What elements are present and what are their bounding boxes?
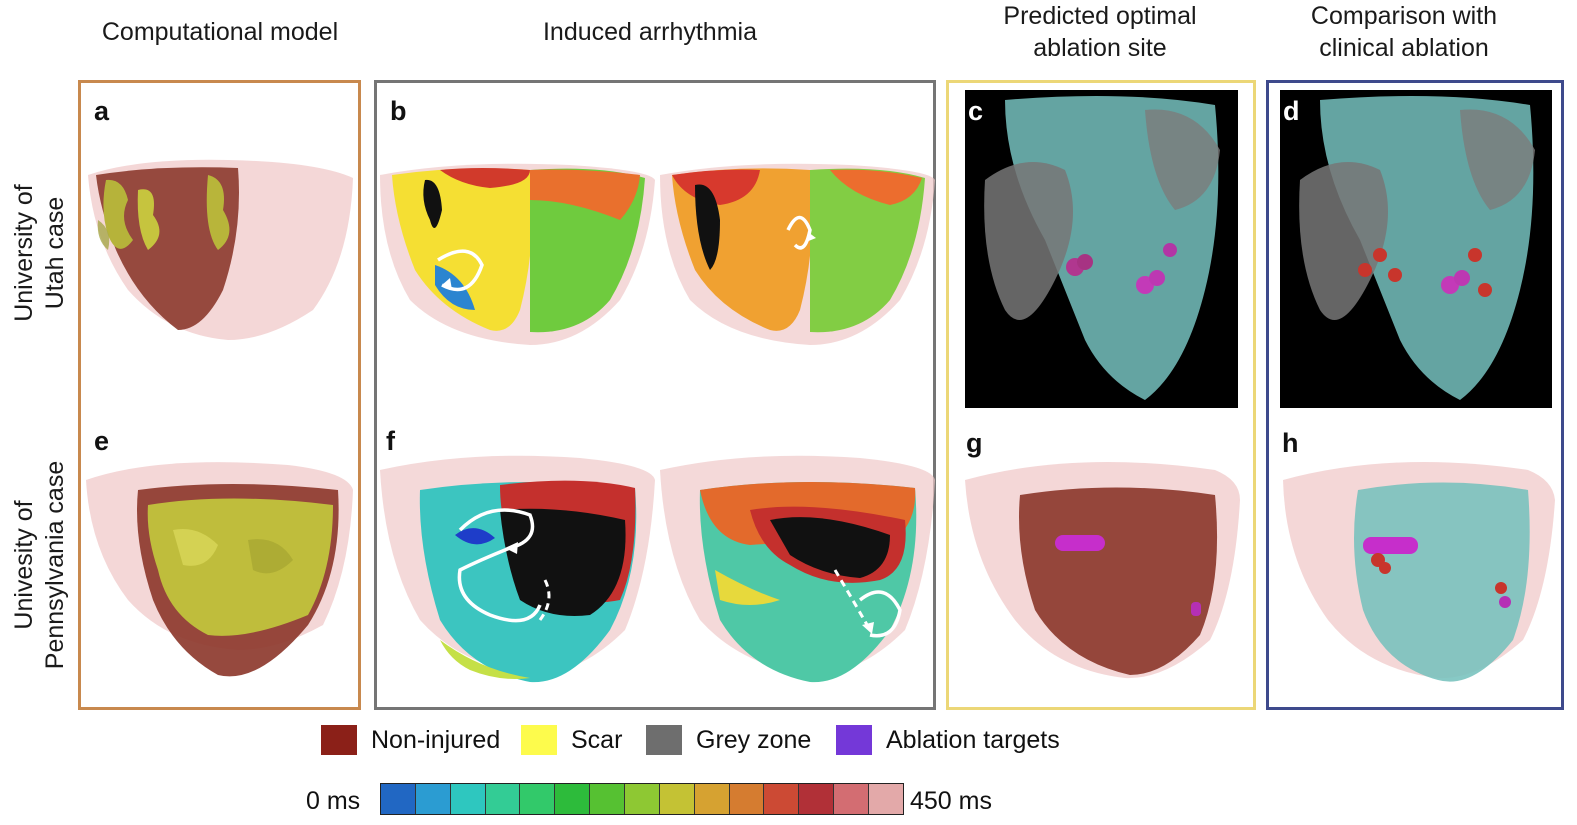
legend-swatch-grey-zone: [646, 725, 682, 755]
colorbar-segment: [799, 784, 835, 814]
activation-map-penn-2: [660, 455, 935, 683]
colorbar-segment: [764, 784, 800, 814]
column-title-induced-arrhythmia: Induced arrhythmia: [542, 18, 757, 46]
heart-model-utah: [88, 159, 353, 340]
colorbar-segment: [869, 784, 903, 814]
column-title-comparison: Comparison with clinical ablation: [1310, 2, 1498, 62]
colorbar: [380, 783, 904, 815]
legend-swatch-scar: [521, 725, 557, 755]
activation-map-utah-1: [380, 163, 655, 345]
legend-item-non-injured: Non-injured: [321, 725, 500, 755]
colorbar-segment: [415, 784, 451, 814]
activation-map-penn-1: [380, 455, 655, 683]
legend-label-scar: Scar: [571, 725, 623, 754]
column-title-computational-model: Computational model: [101, 18, 339, 46]
colorbar-segment: [485, 784, 521, 814]
panel-letter-h: h: [1282, 428, 1299, 458]
frame-induced-arrhythmia: [374, 80, 936, 710]
colorbar-segment: [729, 784, 765, 814]
row-label-utah: University of Utah case: [10, 184, 69, 322]
frame-computational-model: [78, 80, 361, 710]
clinical-comparison-utah: [1299, 96, 1535, 400]
predicted-site-penn: [965, 462, 1240, 679]
legend-swatch-ablation-targets: [836, 725, 872, 755]
frame-comparison: [1266, 80, 1564, 710]
colorbar-segment: [659, 784, 695, 814]
colorbar-segment: [590, 784, 626, 814]
colorbar-segment: [834, 784, 870, 814]
frame-predicted-site: [946, 80, 1256, 710]
legend-label-ablation-targets: Ablation targets: [886, 725, 1060, 754]
panel-letter-d: d: [1283, 96, 1300, 126]
heart-model-penn: [86, 462, 353, 677]
panel-letter-a: a: [94, 96, 110, 126]
colorbar-segment: [555, 784, 591, 814]
column-title-predicted-site: Predicted optimal ablation site: [1003, 2, 1197, 62]
clinical-comparison-penn: [1283, 462, 1555, 682]
panel-letter-g: g: [966, 428, 983, 458]
panel-letter-b: b: [390, 96, 407, 126]
colorbar-segment: [381, 784, 416, 814]
legend-label-grey-zone: Grey zone: [696, 725, 812, 754]
colorbar-segment: [450, 784, 486, 814]
panel-letter-c: c: [968, 96, 984, 126]
colorbar-segment: [694, 784, 730, 814]
legend-item-scar: Scar: [521, 725, 622, 755]
legend-item-grey-zone: Grey zone: [646, 725, 811, 755]
legend-label-non-injured: Non-injured: [371, 725, 501, 754]
colorbar-min-label: 0 ms: [306, 787, 361, 815]
legend-item-ablation-targets: Ablation targets: [836, 725, 1060, 755]
legend-swatch-non-injured: [321, 725, 357, 755]
activation-map-utah-2: [660, 163, 935, 345]
colorbar-segment: [625, 784, 660, 814]
panel-letter-e: e: [94, 426, 110, 456]
colorbar-max-label: 450 ms: [910, 787, 992, 815]
row-label-penn: Univesity of Pennsylvania case: [10, 460, 69, 670]
predicted-site-utah: [984, 96, 1220, 400]
colorbar-segment: [520, 784, 556, 814]
panel-letter-f: f: [386, 426, 395, 456]
